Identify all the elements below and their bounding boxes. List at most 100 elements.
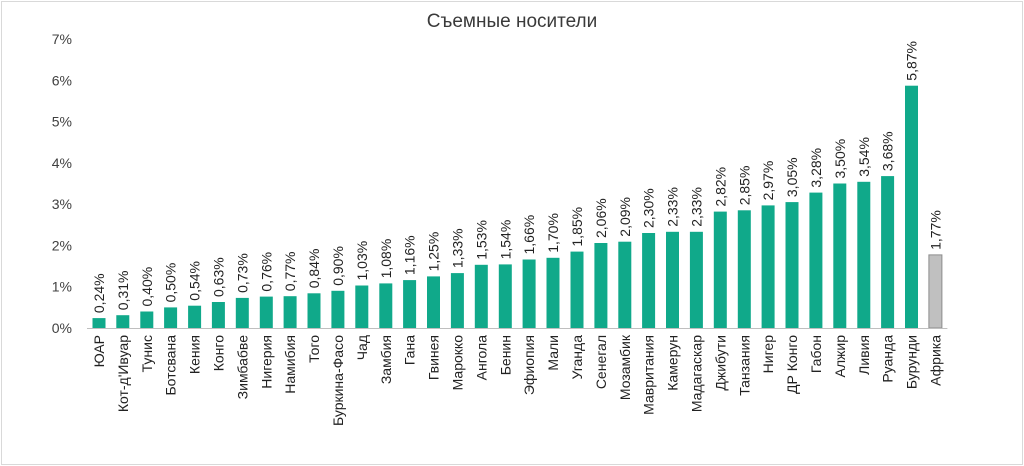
data-label: 1,16% [402,235,418,275]
data-label: 2,97% [760,161,776,201]
x-tick-label: Чад [354,335,370,360]
bar [905,85,918,328]
x-tick-label: Конго [210,335,226,371]
x-tick-label: Сенегал [593,335,609,389]
bar [498,264,512,328]
x-tick-label: ЮАР [91,335,107,367]
x-tick-label: Мадагаскар [688,335,704,412]
x-tick-label: Камерун [665,335,681,391]
x-tick-label: Алжир [832,335,848,378]
data-label: 0,40% [139,267,155,307]
data-label: 1,54% [497,220,513,260]
data-label: 1,08% [378,239,394,279]
data-label: 0,54% [187,261,203,301]
chart-title: Съемные носители [427,11,598,32]
data-label: 3,68% [880,131,896,171]
bar [307,293,321,328]
bar [355,285,369,328]
bar [546,257,560,328]
bar [618,241,632,328]
data-label: 2,06% [593,198,609,238]
x-tick-label: Мали [545,335,561,371]
y-tick-label: 2% [52,237,72,253]
x-tick-label: Ботсвана [163,335,179,396]
bar [403,280,417,328]
data-label: 5,87% [904,41,920,81]
bar [331,290,345,328]
x-tick-label: Кот-д'Ивуар [115,335,131,412]
bar-total [928,254,943,329]
bar [689,231,703,328]
bar [809,192,823,328]
x-tick-label: Марокко [449,335,465,391]
x-tick-label: Африка [927,335,943,386]
data-label: 2,82% [712,167,728,207]
y-tick-label: 5% [52,114,72,130]
bar [188,305,202,328]
bar [761,205,775,328]
data-label: 2,85% [736,166,752,206]
data-label: 1,77% [927,210,943,250]
bar [713,211,727,328]
x-tick-label: Гана [402,335,418,365]
x-tick-label: Буркина-Фасо [330,335,346,426]
x-tick-label: Мозамбик [617,334,633,400]
data-label: 3,50% [832,139,848,179]
data-label: 2,33% [688,187,704,227]
bar [164,307,178,328]
y-tick-label: 3% [52,196,72,212]
bar [283,296,297,328]
x-tick-label: Гвинея [426,335,442,380]
data-label: 0,84% [306,249,322,289]
data-label: 2,30% [641,188,657,228]
x-tick-label: Танзания [736,335,752,396]
x-tick-label: ДР Конго [784,335,800,394]
data-label: 1,33% [449,228,465,268]
data-label: 3,28% [808,148,824,188]
bar [379,283,393,328]
x-tick-label: Нигер [760,335,776,374]
data-label: 0,50% [163,263,179,303]
bar [140,311,154,328]
bar [450,273,464,328]
data-label: 2,33% [665,187,681,227]
bar [474,264,488,328]
x-tick-label: Кения [187,335,203,374]
data-label: 3,54% [856,137,872,177]
x-tick-label: Уганда [569,335,585,380]
data-label: 0,77% [282,251,298,291]
data-label: 3,05% [784,157,800,197]
x-tick-label: Ангола [473,335,489,381]
bar [116,315,130,328]
data-label: 0,31% [115,270,131,310]
bar [785,202,799,328]
y-tick-label: 4% [52,155,72,171]
x-tick-label: Того [306,335,322,363]
x-tick-label: Бурунди [904,335,920,389]
bar [211,302,225,328]
data-label: 1,70% [545,213,561,253]
data-label: 2,09% [617,197,633,237]
bars [92,85,943,329]
bar [833,183,847,328]
data-label: 0,73% [234,253,250,293]
x-tick-label: Тунис [139,335,155,372]
bar [594,243,608,328]
x-tick-label: Намибия [282,335,298,394]
x-tick-label: Нигерия [258,335,274,389]
bar [642,233,656,328]
y-tick-label: 1% [52,279,72,295]
x-tick-label: Эфиопия [521,335,537,395]
data-label: 0,90% [330,246,346,286]
x-tick-label: Ливия [856,335,872,375]
bar [235,297,249,328]
bar [737,210,751,328]
y-tick-label: 6% [52,72,72,88]
bar [522,259,536,328]
x-axis-labels: ЮАР Кот-д'Ивуар Тунис Ботсвана Кения Конго Зим… [91,334,943,426]
x-tick-label: Бенин [497,335,513,375]
data-label: 0,24% [91,273,107,313]
x-tick-label: Габон [808,335,824,373]
data-label: 1,03% [354,241,370,281]
